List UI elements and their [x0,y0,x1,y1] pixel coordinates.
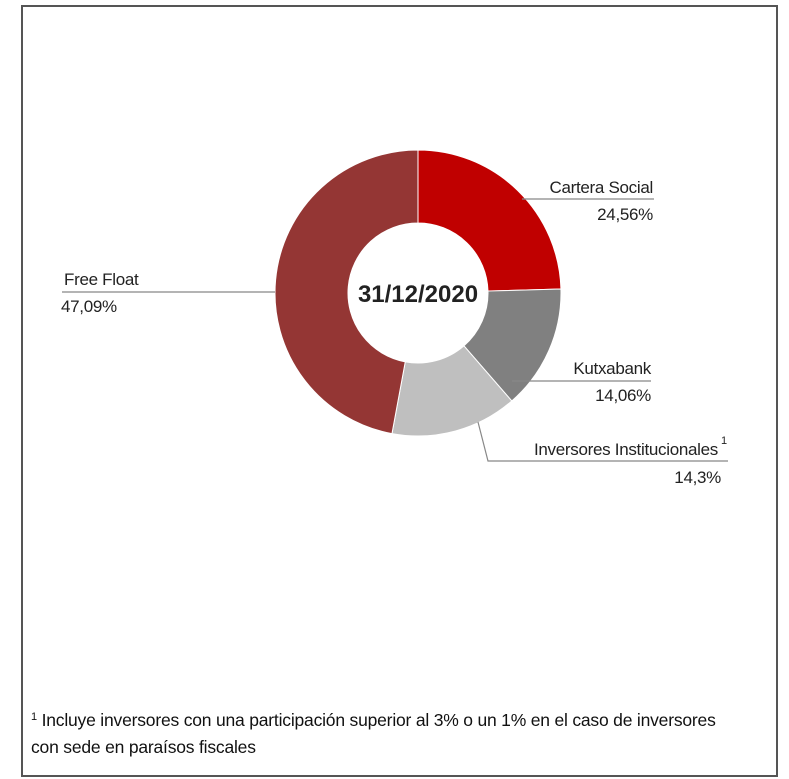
label-kutxabank: Kutxabank [573,359,651,378]
center-label: 31/12/2020 [358,281,478,308]
label-free-float: Free Float [64,270,139,289]
footnote: 1 Incluye inversores con una participaci… [31,707,731,761]
footnote-text: Incluye inversores con una participación… [31,710,716,757]
leader-lines [62,198,728,462]
slice-free-float [274,149,419,435]
label-cartera-social: Cartera Social [549,178,653,197]
label-inversores-superscript: 1 [721,435,727,447]
value-cartera-social: 24,56% [597,205,653,224]
slice-cartera-social [417,149,562,292]
footnote-marker: 1 [31,711,37,723]
value-free-float: 47,09% [61,297,117,316]
value-kutxabank: 14,06% [595,386,651,405]
value-inversores-institucionales: 14,3% [674,468,721,487]
donut-slices [274,149,562,437]
leader-inversores-institucionales [477,421,728,462]
label-inversores-institucionales: Inversores Institucionales [534,440,718,459]
